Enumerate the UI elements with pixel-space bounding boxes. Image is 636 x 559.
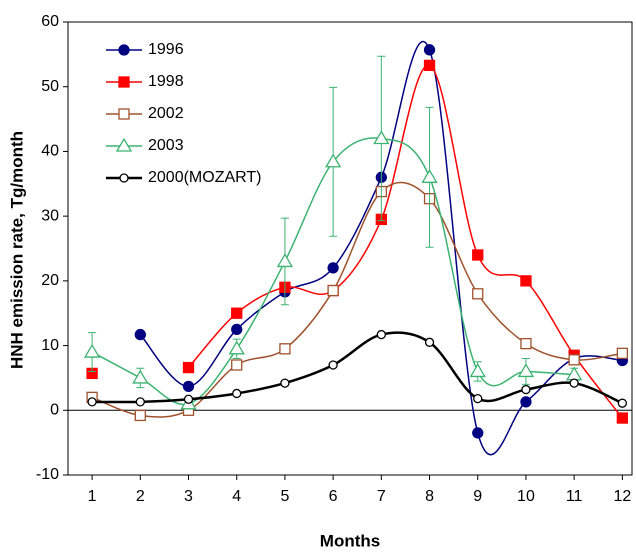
y-tick-label: 0 <box>50 402 59 419</box>
y-tick-label: 30 <box>41 207 59 224</box>
x-tick-label: 9 <box>473 488 482 505</box>
series <box>87 329 628 408</box>
x-tick-label: 1 <box>88 488 97 505</box>
series-line <box>92 331 623 405</box>
marker <box>119 173 129 183</box>
legend-item: 2003 <box>106 137 184 154</box>
x-tick-label: 4 <box>232 488 241 505</box>
y-axis-title: HNH emission rate, Tg/month <box>7 131 26 369</box>
marker <box>182 380 195 392</box>
marker <box>616 412 629 424</box>
legend-label: 1998 <box>148 73 184 90</box>
y-tick-label: 20 <box>41 272 59 289</box>
y-tick-label: 10 <box>41 337 59 354</box>
x-tick-label: 8 <box>425 488 434 505</box>
marker <box>118 108 130 120</box>
marker <box>423 59 436 72</box>
marker <box>616 347 629 359</box>
marker <box>469 363 486 378</box>
marker <box>472 288 484 300</box>
marker <box>324 153 342 168</box>
marker <box>373 130 390 145</box>
x-tick-label: 10 <box>517 488 535 505</box>
legend-item: 1998 <box>106 73 184 90</box>
marker <box>421 169 438 183</box>
marker <box>134 328 146 341</box>
x-tick-label: 11 <box>566 488 583 505</box>
x-tick-label: 5 <box>280 488 289 505</box>
marker <box>568 354 580 366</box>
marker <box>118 44 130 56</box>
marker <box>376 329 386 340</box>
marker <box>473 393 483 404</box>
marker <box>115 137 133 152</box>
marker <box>276 253 294 268</box>
marker <box>520 396 532 408</box>
marker <box>231 307 243 319</box>
marker <box>83 343 101 358</box>
legend-item: 2002 <box>106 105 184 122</box>
marker <box>517 363 535 378</box>
x-tick-label: 3 <box>184 488 193 505</box>
marker <box>327 262 339 274</box>
y-tick-label: 60 <box>41 13 59 30</box>
marker <box>135 397 145 407</box>
marker <box>231 359 243 371</box>
marker <box>328 360 338 370</box>
y-tick-label: 40 <box>41 143 59 160</box>
marker <box>617 398 628 408</box>
x-tick-label: 12 <box>613 488 631 505</box>
legend-label: 1996 <box>148 41 184 58</box>
x-tick-label: 6 <box>329 488 338 505</box>
marker <box>232 388 242 399</box>
marker <box>134 409 146 422</box>
legend-label: 2002 <box>148 105 184 122</box>
marker <box>521 384 531 395</box>
marker <box>472 427 484 439</box>
legend-item: 1996 <box>106 41 184 58</box>
y-tick-label: 50 <box>41 78 59 95</box>
marker <box>472 249 484 261</box>
marker <box>231 323 243 336</box>
marker <box>520 275 532 287</box>
marker <box>183 394 194 404</box>
series-line <box>187 64 623 419</box>
x-tick-label: 2 <box>136 488 145 505</box>
legend-label: 2000(MOZART) <box>148 169 262 186</box>
legend-item: 2000(MOZART) <box>106 169 262 186</box>
legend-label: 2003 <box>148 137 184 154</box>
marker <box>280 378 290 388</box>
x-tick-label: 7 <box>377 488 386 505</box>
marker <box>569 378 579 388</box>
marker <box>118 76 130 88</box>
x-axis-title: Months <box>320 531 380 550</box>
marker <box>279 343 291 355</box>
series-line <box>91 181 623 418</box>
marker <box>182 361 195 374</box>
marker <box>424 337 435 347</box>
marker <box>228 340 245 355</box>
plot-area <box>67 21 633 476</box>
y-tick-label: -10 <box>36 466 59 483</box>
marker <box>132 369 149 384</box>
marker <box>327 284 339 297</box>
marker <box>423 44 436 56</box>
marker <box>520 337 532 350</box>
marker <box>87 397 97 407</box>
